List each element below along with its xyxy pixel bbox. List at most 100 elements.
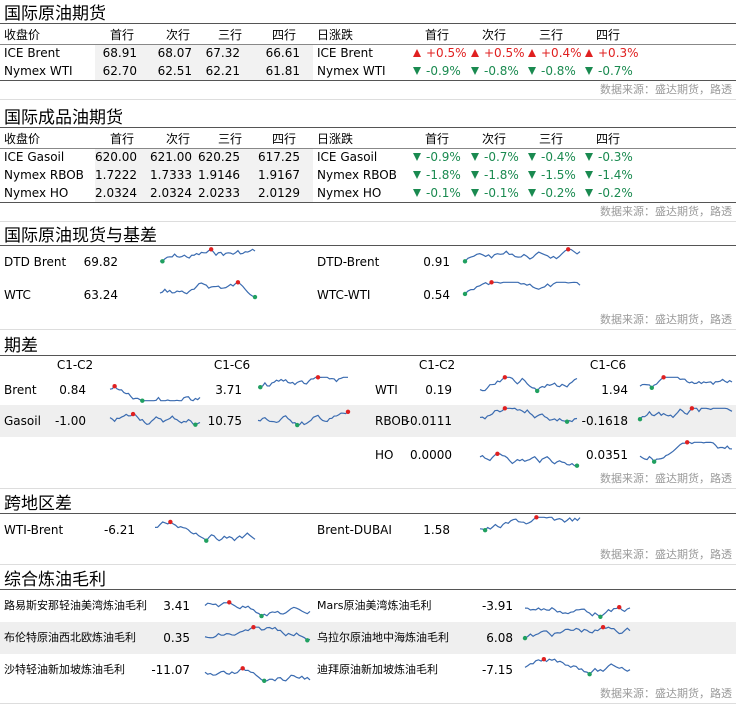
price-cell: 2.0233	[198, 186, 240, 200]
change-arrow	[527, 186, 537, 200]
item-value: -11.07	[151, 663, 190, 677]
source-rule	[0, 221, 736, 222]
section-title: 国际原油期货	[4, 4, 106, 24]
change-cell: -0.1%	[484, 186, 519, 200]
price-cell: 620.25	[198, 150, 240, 164]
change-arrow	[470, 64, 480, 78]
header-cell: C1-C2	[418, 358, 456, 372]
item-value: 63.24	[83, 288, 118, 302]
change-arrow	[412, 46, 422, 60]
item-name: WTI	[375, 383, 398, 397]
row-name: Nymex WTI	[317, 64, 386, 78]
change-arrow	[584, 150, 594, 164]
header-cell: 首行	[109, 132, 135, 146]
item-name: WTC	[4, 288, 31, 302]
item-name: Mars原油美湾炼油毛利	[317, 599, 432, 612]
source-note: 数据来源：盛达期货，路透	[600, 548, 732, 561]
change-cell: -0.1%	[426, 186, 461, 200]
change-cell: -0.2%	[541, 186, 576, 200]
section-title: 国际成品油期货	[4, 108, 123, 128]
sparkline	[462, 280, 581, 297]
table-rule	[0, 202, 736, 203]
item-value: -6.21	[103, 523, 135, 537]
item-name: Brent-DUBAI	[317, 523, 392, 537]
item-name: RBOB	[375, 414, 410, 428]
change-arrow	[412, 168, 422, 182]
header-cell: C1-C2	[56, 358, 94, 372]
sparkline	[109, 411, 201, 427]
table-rule	[0, 80, 736, 81]
change-cell: -1.8%	[426, 168, 461, 182]
item-value: 3.71	[215, 383, 242, 397]
item-value: -0.0111	[405, 414, 452, 428]
row-name: Nymex HO	[4, 186, 69, 200]
change-cell: -0.8%	[484, 64, 519, 78]
sparkline	[479, 451, 580, 468]
sparkline	[204, 666, 311, 683]
item-name: 布伦特原油西北欧炼油毛利	[4, 631, 136, 644]
header-cell: C1-C6	[213, 358, 251, 372]
price-cell: 621.00	[150, 150, 192, 164]
price-cell: 68.91	[102, 46, 137, 60]
section-rule	[0, 589, 736, 590]
row-name: Nymex RBOB	[4, 168, 84, 182]
source-note: 数据来源：盛达期货，路透	[600, 83, 732, 96]
header-rule	[0, 148, 736, 149]
price-cell: 62.51	[157, 64, 192, 78]
change-cell: -0.2%	[598, 186, 633, 200]
item-value: 0.19	[425, 383, 452, 397]
header-cell: 次行	[165, 132, 191, 146]
section-title: 跨地区差	[4, 494, 72, 514]
section-rule	[0, 245, 736, 246]
header-cell: 三行	[217, 28, 243, 42]
item-name: WTI-Brent	[4, 523, 64, 537]
item-value: -0.1618	[581, 414, 628, 428]
change-arrow	[527, 150, 537, 164]
sparkline	[479, 515, 581, 533]
sparkline	[637, 406, 733, 422]
item-value: 1.58	[423, 523, 450, 537]
header-cell: 四行	[271, 132, 297, 146]
row-name: Nymex RBOB	[317, 168, 397, 182]
header-cell: C1-C6	[589, 358, 627, 372]
sparkline	[524, 604, 631, 619]
item-value: -3.91	[481, 599, 513, 613]
price-cell: 617.25	[258, 150, 300, 164]
item-value: 3.41	[163, 599, 190, 613]
price-cell: 1.7222	[95, 168, 137, 182]
price-cell: 2.0324	[95, 186, 137, 200]
item-name: DTD-Brent	[317, 255, 380, 269]
sparkline	[639, 375, 733, 390]
source-note: 数据来源：盛达期货，路透	[600, 472, 732, 485]
section-rule	[0, 513, 736, 514]
price-cell: 2.0129	[258, 186, 300, 200]
header-cell: 首行	[109, 28, 135, 42]
item-name: 乌拉尔原油地中海炼油毛利	[317, 631, 449, 644]
item-value: 0.91	[423, 255, 450, 269]
row-name: Nymex HO	[317, 186, 382, 200]
price-cell: 62.70	[102, 64, 137, 78]
change-cell: -0.7%	[484, 150, 519, 164]
sparkline	[479, 375, 578, 394]
source-rule	[0, 703, 736, 704]
header-cell: 收盘价	[4, 132, 41, 146]
price-cell: 62.21	[205, 64, 240, 78]
change-arrow	[412, 150, 422, 164]
item-value: 10.75	[207, 414, 242, 428]
price-cell: 66.61	[265, 46, 300, 60]
sparkline	[639, 440, 733, 464]
row-name: ICE Brent	[317, 46, 373, 60]
section-title: 综合炼油毛利	[4, 570, 106, 590]
header-cell: 日涨跌	[317, 28, 354, 42]
change-cell: +0.3%	[598, 46, 639, 60]
item-value: -1.00	[54, 414, 86, 428]
item-value: 69.82	[83, 255, 118, 269]
change-cell: -1.5%	[541, 168, 576, 182]
price-band	[95, 44, 313, 80]
price-cell: 67.32	[205, 46, 240, 60]
item-name: 沙特轻油新加坡炼油毛利	[4, 663, 125, 676]
header-cell: 次行	[481, 28, 507, 42]
sparkline	[159, 247, 256, 264]
sparkline	[204, 625, 311, 643]
section-title: 期差	[4, 336, 38, 356]
